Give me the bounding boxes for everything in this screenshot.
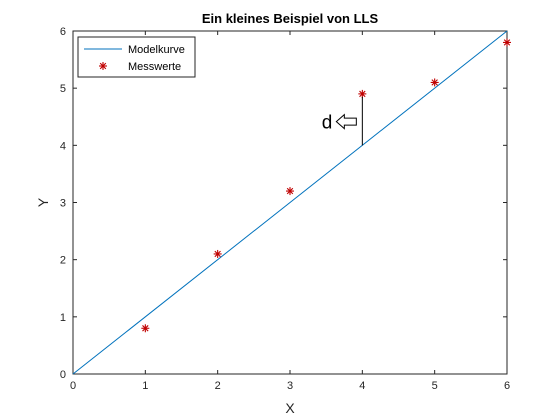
y-tick-label: 1	[60, 312, 66, 324]
y-tick-label: 5	[60, 83, 66, 95]
y-tick-label: 0	[60, 369, 66, 381]
y-tick-label: 2	[60, 255, 66, 267]
y-axis: 0 1 2 3 4 5 6	[60, 26, 507, 381]
data-point-messwert	[430, 78, 439, 87]
x-tick-label: 2	[215, 380, 221, 392]
chart-title: Ein kleines Beispiel von LLS	[202, 11, 379, 26]
model-curve-line	[72, 30, 508, 375]
x-tick-label: 1	[142, 380, 148, 392]
x-tick-label: 4	[359, 380, 365, 392]
data-point-messwert	[286, 187, 294, 196]
x-axis: 0 1 2 3 4 5 6	[70, 31, 510, 392]
data-point-messwert	[141, 324, 150, 333]
annotation-label: d	[322, 113, 333, 134]
x-tick-label: 6	[504, 380, 510, 392]
annotation: d	[322, 96, 363, 146]
y-tick-label: 3	[60, 198, 66, 210]
y-tick-label: 4	[60, 140, 66, 152]
y-tick-label: 6	[60, 26, 66, 38]
legend-marker-sample	[99, 62, 107, 70]
legend-asterisk-icon	[99, 62, 107, 70]
data-point-messwert	[503, 38, 511, 47]
data-point-messwert	[213, 249, 222, 258]
x-tick-label: 5	[432, 380, 438, 392]
x-tick-label: 3	[287, 380, 293, 392]
legend-box	[77, 36, 196, 78]
data-point-messwert	[358, 89, 367, 98]
x-axis-label: X	[285, 400, 295, 416]
legend-entry-messwerte: Messwerte	[128, 61, 181, 73]
legend: Modelkurve Messwerte	[77, 36, 196, 78]
arrow-left-icon	[335, 113, 357, 130]
y-axis-label: Y	[35, 197, 51, 207]
x-tick-label: 0	[70, 380, 76, 392]
legend-entry-modelkurve: Modelkurve	[128, 44, 185, 56]
series-layer	[72, 30, 511, 375]
